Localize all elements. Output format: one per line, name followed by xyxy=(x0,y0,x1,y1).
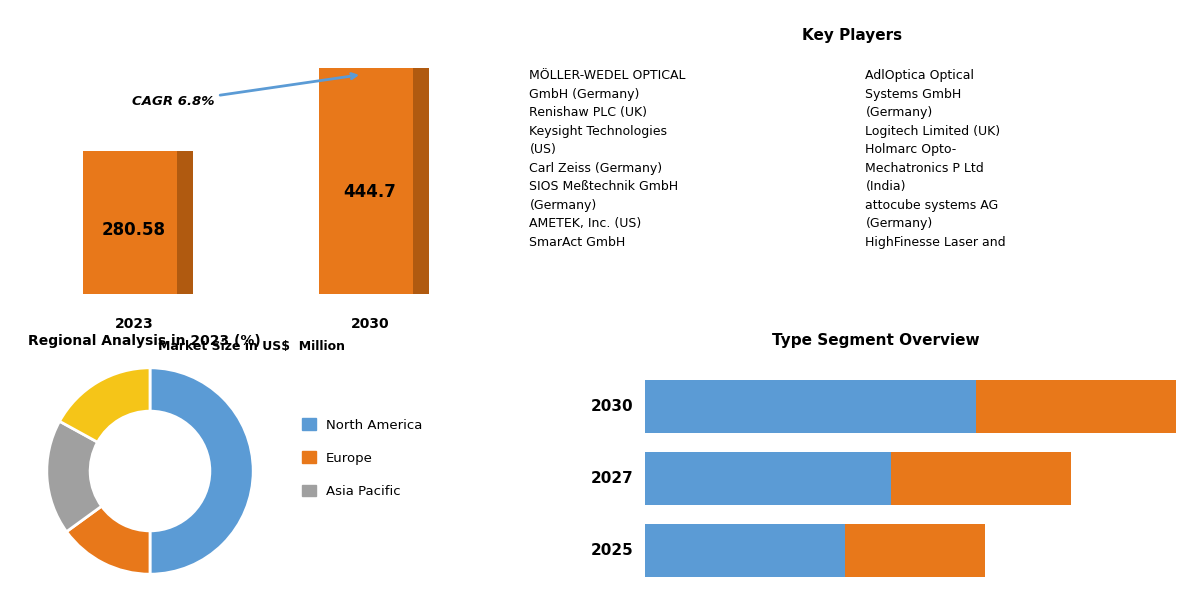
Bar xyxy=(892,452,1072,505)
Text: Key Players: Key Players xyxy=(802,28,902,43)
Bar xyxy=(83,151,185,294)
Text: 2027: 2027 xyxy=(590,472,634,486)
Text: 2023: 2023 xyxy=(115,317,154,331)
Text: 280.58: 280.58 xyxy=(102,221,166,239)
Text: 2025: 2025 xyxy=(590,544,634,558)
Bar xyxy=(319,68,421,294)
Legend: North America, Europe, Asia Pacific: North America, Europe, Asia Pacific xyxy=(299,414,426,502)
Text: MÖLLER-WEDEL OPTICAL
GmbH (Germany)
Renishaw PLC (UK)
Keysight Technologies
(US): MÖLLER-WEDEL OPTICAL GmbH (Germany) Reni… xyxy=(529,69,686,249)
Bar xyxy=(845,524,984,577)
Bar xyxy=(976,380,1200,433)
Text: AdlOptica Optical
Systems GmbH
(Germany)
Logitech Limited (UK)
Holmarc Opto-
Mec: AdlOptica Optical Systems GmbH (Germany)… xyxy=(865,69,1006,249)
Wedge shape xyxy=(150,368,253,574)
Text: Regional Analysis in 2023 (%): Regional Analysis in 2023 (%) xyxy=(28,334,260,348)
Wedge shape xyxy=(60,368,150,442)
Wedge shape xyxy=(66,506,150,574)
Text: 444.7: 444.7 xyxy=(343,183,396,201)
Bar xyxy=(644,380,976,433)
Bar xyxy=(178,151,193,294)
Text: Type Segment Overview: Type Segment Overview xyxy=(772,333,980,348)
Bar xyxy=(644,524,845,577)
Bar xyxy=(413,68,428,294)
Text: CAGR 6.8%: CAGR 6.8% xyxy=(132,74,356,109)
Bar xyxy=(644,452,892,505)
Text: 2030: 2030 xyxy=(350,317,389,331)
Wedge shape xyxy=(47,421,102,532)
Text: 2030: 2030 xyxy=(590,400,634,414)
Text: Market Size in US$  Million: Market Size in US$ Million xyxy=(158,340,346,353)
